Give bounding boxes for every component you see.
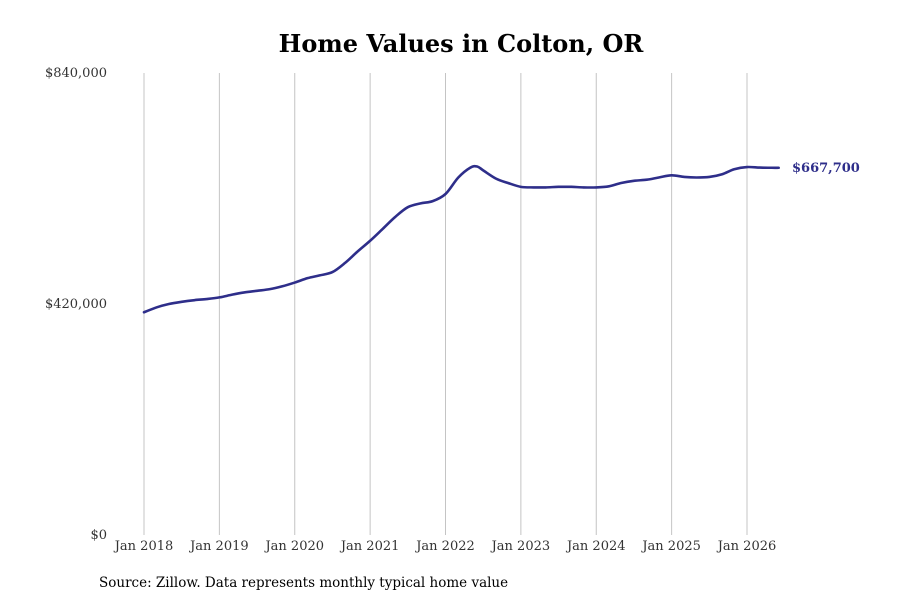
source-note: Source: Zillow. Data represents monthly … (99, 575, 508, 591)
x-tick-label: Jan 2026 (716, 539, 777, 554)
x-axis-ticks: Jan 2018 Jan 2019 Jan 2020 Jan 2021 Jan 2022… (113, 539, 777, 554)
y-tick-label: $0 (90, 528, 107, 543)
x-tick-label: Jan 2023 (490, 539, 551, 554)
grid-lines (143, 73, 748, 535)
x-tick-label: Jan 2022 (414, 539, 475, 554)
x-tick-label: Jan 2024 (565, 539, 626, 554)
y-tick-label: $420,000 (45, 297, 107, 312)
series-line-0 (142, 164, 780, 314)
series-layer (142, 164, 780, 314)
x-tick-label: Jan 2020 (263, 539, 324, 554)
chart-title: Home Values in Colton, OR (279, 29, 645, 58)
x-tick-label: Jan 2025 (640, 539, 701, 554)
last-value-label: $667,700 (792, 161, 860, 176)
y-tick-label: $840,000 (45, 66, 107, 81)
x-tick-label: Jan 2021 (339, 539, 400, 554)
y-axis-ticks: $0 $420,000 $840,000 (45, 66, 107, 543)
x-tick-label: Jan 2019 (188, 539, 249, 554)
x-tick-label: Jan 2018 (113, 539, 174, 554)
